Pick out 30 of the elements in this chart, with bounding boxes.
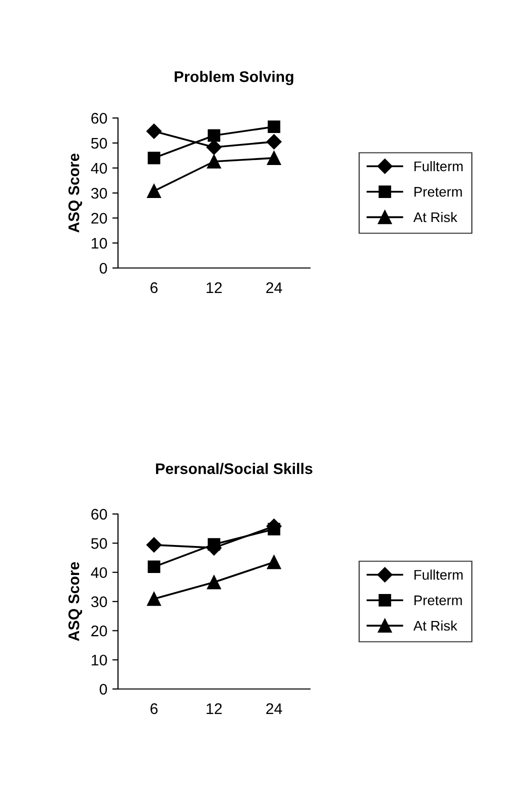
- y-tick-label: 60: [91, 112, 107, 124]
- y-tick-label: 30: [91, 188, 107, 199]
- x-tick-label: 6: [150, 282, 158, 294]
- y-tick-label: 30: [91, 596, 107, 608]
- chart-title: Personal/Social Skills: [156, 462, 312, 474]
- y-tick-label: 10: [92, 238, 107, 249]
- y-tick-label: 20: [91, 212, 107, 224]
- y-tick-label: 0: [100, 684, 107, 695]
- x-tick-label: 6: [150, 703, 158, 714]
- legend-label: At Risk: [413, 212, 458, 222]
- y-tick-label: 0: [100, 262, 107, 274]
- y-tick-label: 40: [90, 162, 107, 174]
- y-tick-label: 50: [91, 138, 107, 149]
- x-tick-label: 12: [206, 282, 222, 293]
- legend-label: Preterm: [414, 187, 462, 197]
- x-tick-label: 24: [266, 703, 282, 714]
- y-tick-label: 50: [91, 538, 107, 549]
- x-tick-label: 24: [266, 282, 282, 293]
- legend-label: Fullterm: [414, 570, 463, 580]
- y-tick-label: 20: [91, 626, 107, 636]
- y-tick-label: 10: [92, 654, 107, 666]
- legend-label: Preterm: [414, 596, 462, 606]
- y-axis-title: ASQ Score: [68, 154, 82, 233]
- y-axis-title: ASQ Score: [68, 562, 82, 642]
- legend-label: At Risk: [413, 620, 458, 631]
- chart-title: Problem Solving: [174, 70, 294, 86]
- x-tick-label: 12: [206, 703, 222, 714]
- y-tick-label: 60: [91, 508, 107, 520]
- y-tick-label: 40: [90, 567, 107, 578]
- legend-label: Fullterm: [414, 161, 463, 172]
